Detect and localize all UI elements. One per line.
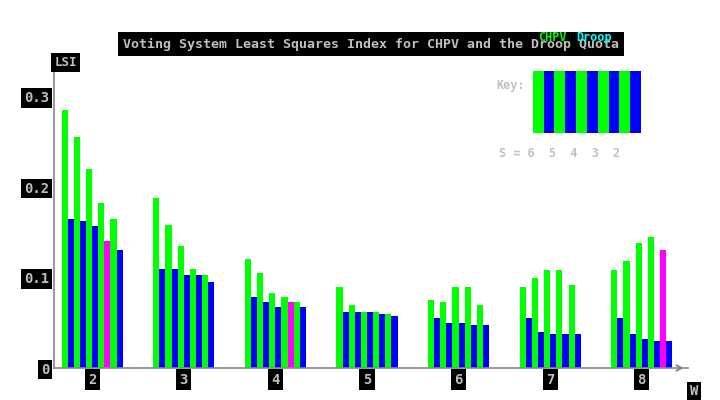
Bar: [611, 270, 617, 368]
Bar: [533, 72, 544, 133]
Bar: [208, 282, 215, 368]
Bar: [294, 302, 300, 368]
Bar: [562, 334, 569, 368]
Bar: [520, 287, 526, 368]
Bar: [264, 302, 269, 368]
Bar: [80, 220, 86, 368]
Bar: [361, 312, 367, 368]
Bar: [440, 302, 446, 368]
Bar: [434, 318, 440, 368]
Bar: [526, 318, 532, 368]
Bar: [477, 305, 483, 368]
Bar: [666, 341, 672, 368]
Bar: [367, 312, 373, 368]
Bar: [343, 312, 348, 368]
Text: LSI: LSI: [55, 56, 77, 69]
Bar: [202, 275, 208, 368]
Bar: [629, 334, 636, 368]
Bar: [379, 314, 385, 368]
Bar: [554, 72, 565, 133]
Bar: [348, 305, 355, 368]
Bar: [287, 302, 294, 368]
Bar: [190, 268, 196, 368]
Text: W: W: [690, 384, 698, 398]
Bar: [166, 225, 171, 368]
Bar: [642, 339, 648, 368]
Bar: [373, 312, 379, 368]
Bar: [557, 270, 562, 368]
Bar: [251, 298, 257, 368]
Text: Droop: Droop: [576, 31, 611, 44]
Bar: [104, 241, 110, 368]
Bar: [452, 287, 459, 368]
Title: Voting System Least Squares Index for CHPV and the Droop Quota: Voting System Least Squares Index for CH…: [123, 38, 618, 51]
Text: S = 6  5  4  3  2: S = 6 5 4 3 2: [499, 147, 620, 160]
Bar: [269, 293, 275, 368]
Bar: [471, 324, 477, 368]
Bar: [624, 261, 629, 368]
Bar: [636, 243, 642, 368]
Bar: [245, 260, 251, 368]
Bar: [92, 226, 98, 368]
Bar: [619, 72, 630, 133]
Bar: [336, 287, 343, 368]
Bar: [532, 278, 538, 368]
Bar: [587, 72, 598, 133]
Bar: [565, 72, 576, 133]
Bar: [550, 334, 557, 368]
Bar: [110, 219, 117, 368]
Bar: [300, 306, 306, 368]
Bar: [483, 324, 489, 368]
Bar: [598, 72, 608, 133]
Bar: [74, 137, 80, 368]
Bar: [98, 202, 104, 368]
Bar: [385, 314, 392, 368]
Bar: [355, 312, 361, 368]
Bar: [446, 323, 452, 368]
Bar: [196, 275, 202, 368]
Bar: [68, 219, 74, 368]
Bar: [660, 250, 666, 368]
Bar: [617, 318, 624, 368]
Bar: [184, 275, 190, 368]
Bar: [648, 237, 654, 368]
Bar: [282, 298, 287, 368]
Bar: [654, 341, 660, 368]
Bar: [117, 250, 122, 368]
Bar: [544, 72, 554, 133]
Bar: [257, 273, 264, 368]
Text: Key:: Key:: [497, 79, 526, 92]
Bar: [428, 300, 434, 368]
Bar: [459, 323, 464, 368]
Text: CHPV: CHPV: [538, 31, 566, 44]
Bar: [275, 306, 282, 368]
Bar: [544, 270, 550, 368]
Bar: [392, 316, 397, 368]
Bar: [62, 110, 68, 368]
Bar: [569, 285, 575, 368]
Bar: [86, 169, 92, 368]
Bar: [538, 332, 544, 368]
Bar: [576, 72, 587, 133]
Bar: [153, 198, 159, 368]
Bar: [159, 268, 166, 368]
Bar: [171, 268, 178, 368]
Bar: [630, 72, 642, 133]
Bar: [608, 72, 619, 133]
Bar: [178, 246, 184, 368]
Bar: [464, 287, 471, 368]
Bar: [575, 334, 581, 368]
